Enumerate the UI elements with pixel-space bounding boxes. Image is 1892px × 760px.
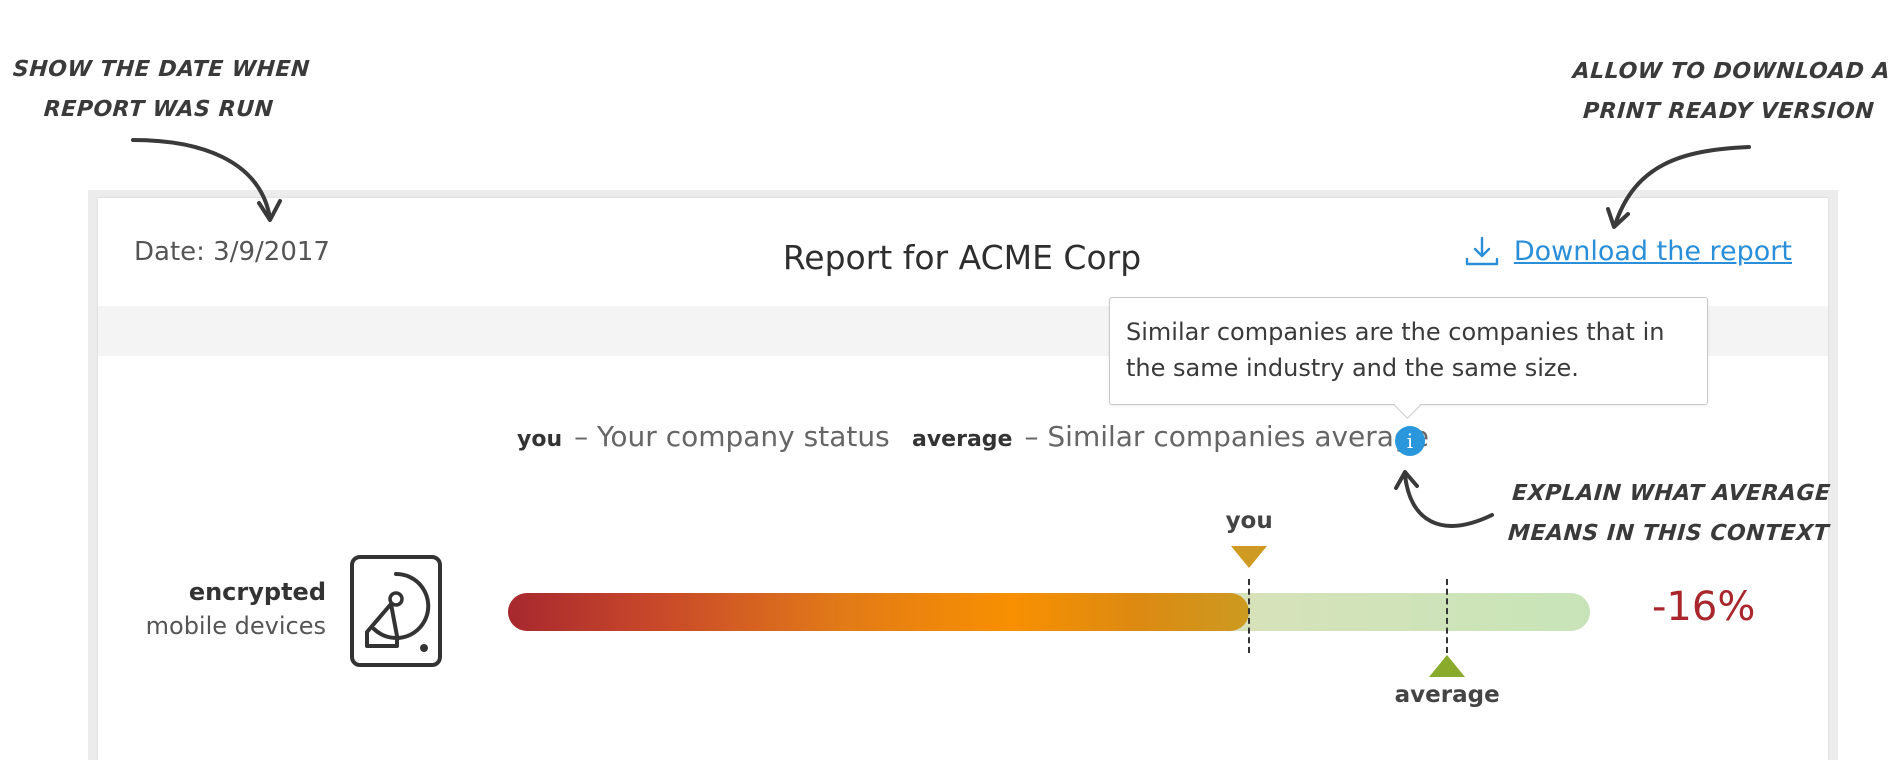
annotation-average-note: EXPLAIN WHAT AVERAGE MEANS IN THIS CONTE… bbox=[1497, 474, 1843, 554]
legend-average: average – Similar companies average bbox=[912, 420, 1429, 453]
annotation-line: ALLOW TO DOWNLOAD A bbox=[1571, 59, 1891, 84]
annotation-line: EXPLAIN WHAT AVERAGE bbox=[1511, 481, 1832, 506]
legend-you: you – Your company status bbox=[517, 420, 890, 453]
metric-bar-fill-you bbox=[508, 593, 1250, 631]
page-title: Report for ACME Corp bbox=[782, 238, 1142, 277]
average-info-tooltip: Similar companies are the companies that… bbox=[1109, 297, 1708, 405]
report-date: Date: 3/9/2017 bbox=[134, 237, 330, 267]
you-marker-label: you bbox=[1225, 508, 1273, 534]
annotation-line: REPORT WAS RUN bbox=[42, 97, 275, 122]
average-marker-triangle bbox=[1429, 655, 1466, 677]
annotation-line: MEANS IN THIS CONTEXT bbox=[1507, 521, 1831, 546]
tooltip-text: Similar companies are the companies that… bbox=[1126, 318, 1665, 382]
info-icon[interactable]: i bbox=[1395, 426, 1425, 456]
download-report-link[interactable]: Download the report bbox=[1464, 234, 1792, 268]
you-marker-line bbox=[1248, 579, 1251, 653]
metric-label-sub: mobile devices bbox=[145, 612, 326, 640]
download-label: Download the report bbox=[1513, 235, 1792, 267]
download-icon bbox=[1464, 234, 1500, 268]
metric-delta-value: -16% bbox=[1652, 584, 1756, 630]
metric-label-bold: encrypted bbox=[188, 578, 326, 606]
average-marker-label: average bbox=[1394, 682, 1500, 708]
annotation-download-note: ALLOW TO DOWNLOAD A PRINT READY VERSION bbox=[1562, 52, 1892, 132]
annotation-line: SHOW THE DATE WHEN bbox=[12, 57, 311, 82]
you-marker-triangle bbox=[1231, 546, 1268, 568]
legend-you-key: you bbox=[517, 427, 563, 452]
annotation-date-note: SHOW THE DATE WHEN REPORT WAS RUN bbox=[7, 50, 313, 130]
legend-average-text: – Similar companies average bbox=[1024, 420, 1429, 453]
legend-you-text: – Your company status bbox=[574, 420, 890, 453]
hard-drive-icon bbox=[349, 554, 443, 672]
average-marker-line bbox=[1446, 579, 1449, 653]
legend-average-key: average bbox=[912, 427, 1013, 452]
annotation-line: PRINT READY VERSION bbox=[1582, 99, 1876, 124]
